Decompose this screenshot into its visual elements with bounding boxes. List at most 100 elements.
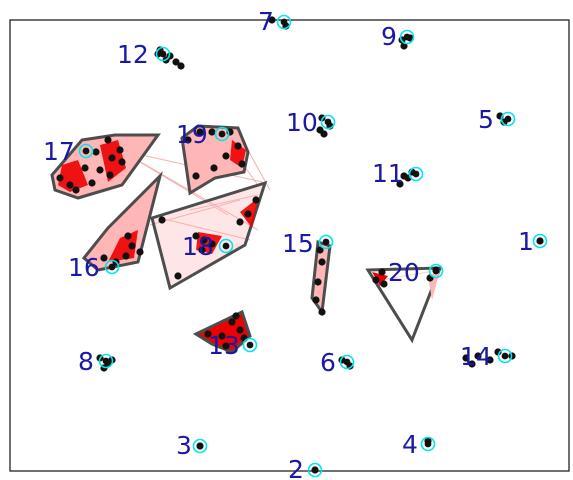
member-point — [232, 312, 240, 320]
node-ring-18 — [218, 238, 234, 254]
node-ring-2 — [307, 462, 323, 478]
member-point — [468, 360, 476, 368]
member-point — [312, 296, 320, 304]
node-ring-8 — [98, 353, 114, 369]
node-ring-13 — [242, 337, 258, 353]
member-point — [218, 332, 226, 340]
member-point — [238, 160, 246, 168]
member-point — [400, 172, 408, 180]
node-center-10 — [324, 118, 332, 126]
member-point — [118, 158, 126, 166]
node-center-9 — [403, 33, 411, 41]
member-point — [96, 166, 104, 174]
member-point — [380, 280, 388, 288]
node-label-5: 5 — [478, 105, 494, 134]
node-ring-11 — [408, 166, 424, 182]
node-center-1 — [536, 237, 544, 245]
node-ring-19 — [214, 126, 230, 142]
member-point — [208, 240, 216, 248]
node-center-12 — [159, 50, 167, 58]
member-point — [66, 181, 74, 189]
member-point — [210, 164, 218, 172]
node-label-16: 16 — [68, 253, 100, 282]
member-point — [122, 252, 130, 260]
member-point — [244, 210, 252, 218]
member-point — [136, 248, 144, 256]
member-point — [318, 308, 326, 316]
member-point — [106, 171, 114, 179]
member-point — [88, 179, 96, 187]
node-center-2 — [311, 466, 319, 474]
member-point — [222, 342, 230, 350]
node-label-2: 2 — [288, 455, 304, 480]
member-point — [240, 334, 248, 342]
member-point — [172, 58, 180, 66]
node-center-14 — [501, 352, 509, 360]
member-point — [184, 136, 192, 144]
node-ring-16 — [104, 259, 120, 275]
member-point — [158, 216, 166, 224]
member-point — [204, 330, 212, 338]
member-point — [486, 356, 494, 364]
node-center-19 — [218, 130, 226, 138]
member-point — [426, 274, 434, 282]
node-center-18 — [222, 242, 230, 250]
member-point — [462, 354, 470, 362]
member-point — [494, 348, 502, 356]
member-point — [128, 242, 136, 250]
node-label-1: 1 — [518, 227, 534, 256]
node-ring-12 — [155, 46, 171, 62]
node-label-14: 14 — [460, 342, 492, 371]
node-label-3: 3 — [176, 431, 192, 460]
node-ring-9 — [399, 29, 415, 45]
member-point — [378, 268, 386, 276]
node-label-19: 19 — [176, 120, 208, 149]
node-ring-15 — [318, 234, 334, 250]
member-point — [252, 196, 260, 204]
node-label-20: 20 — [388, 258, 420, 287]
cluster-hull-16 — [81, 171, 163, 272]
node-center-20 — [432, 267, 440, 275]
node-label-9: 9 — [381, 22, 397, 51]
member-point — [104, 136, 112, 144]
node-label-18: 18 — [182, 232, 214, 261]
node-label-12: 12 — [117, 40, 149, 69]
node-center-7 — [280, 18, 288, 26]
node-ring-1 — [532, 233, 548, 249]
member-point — [372, 276, 380, 284]
member-point — [236, 326, 244, 334]
member-point — [108, 154, 116, 162]
node-label-11: 11 — [372, 159, 404, 188]
member-point — [72, 186, 80, 194]
member-point — [228, 318, 236, 326]
node-center-4 — [424, 440, 432, 448]
node-ring-10 — [320, 114, 336, 130]
node-ring-17 — [78, 143, 94, 159]
node-ring-5 — [500, 111, 516, 127]
node-center-17 — [82, 147, 90, 155]
member-point — [222, 152, 230, 160]
member-point — [268, 16, 276, 24]
member-point — [316, 126, 324, 134]
node-center-15 — [322, 238, 330, 246]
node-label-6: 6 — [320, 348, 336, 377]
node-ring-4 — [420, 436, 436, 452]
member-point — [318, 258, 326, 266]
node-center-13 — [246, 341, 254, 349]
member-point — [100, 254, 108, 262]
member-point — [200, 236, 208, 244]
member-point — [192, 172, 200, 180]
node-center-8 — [102, 357, 110, 365]
member-point — [124, 232, 132, 240]
member-point — [474, 352, 482, 360]
member-point — [208, 128, 216, 136]
member-point — [234, 142, 242, 150]
node-center-6 — [343, 358, 351, 366]
node-ring-3 — [192, 438, 208, 454]
node-center-11 — [412, 170, 420, 178]
node-ring-20 — [428, 263, 444, 279]
member-point — [56, 174, 64, 182]
member-points — [56, 16, 544, 474]
node-label-8: 8 — [78, 347, 94, 376]
